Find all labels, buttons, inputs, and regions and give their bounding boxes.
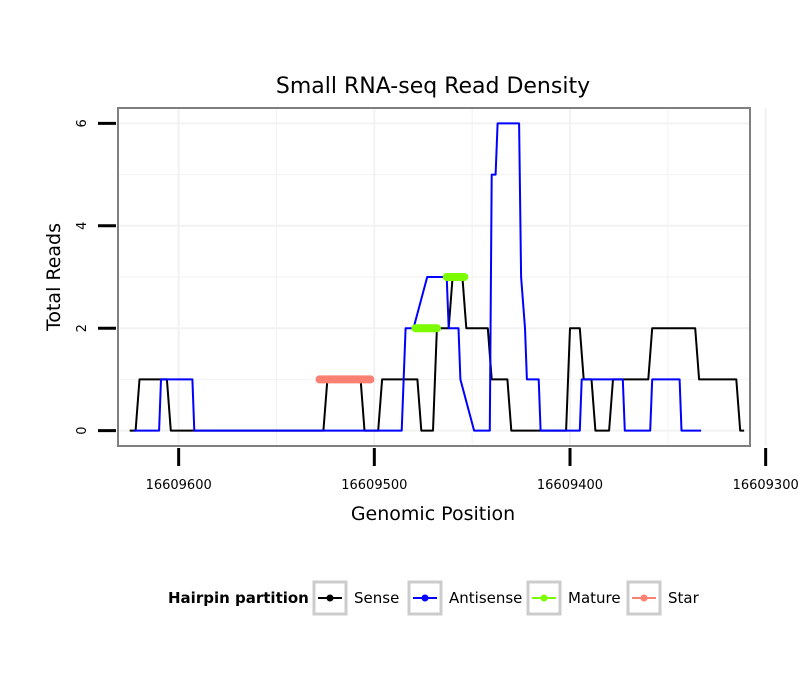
y-tick-label: 0 <box>75 426 90 434</box>
plot-panel-border <box>117 107 751 447</box>
legend-label-sense: Sense <box>354 589 399 607</box>
x-tick-label: 16609600 <box>146 478 212 493</box>
grid-layer <box>118 108 767 446</box>
series-line-antisense <box>133 122 702 432</box>
legend-key-point-mature <box>540 594 548 602</box>
y-tick-label: 6 <box>75 119 90 127</box>
y-axis-label: Total Reads <box>43 223 65 332</box>
x-axis-label: Genomic Position <box>351 503 515 525</box>
legend-label-star: Star <box>668 589 700 607</box>
y-tick-label: 2 <box>75 324 90 332</box>
legend-key-point-star <box>640 594 648 602</box>
y-tick-label: 4 <box>75 222 90 230</box>
legend-key-point-antisense <box>421 594 429 602</box>
segment-layer <box>315 273 469 384</box>
legend-label-mature: Mature <box>568 589 621 607</box>
legend-key-point-sense <box>326 594 334 602</box>
chart-title: Small RNA-seq Read Density <box>276 74 590 99</box>
x-tick-label: 16609400 <box>537 478 603 493</box>
y-axis: 0 2 4 6 <box>75 119 116 435</box>
legend-label-antisense: Antisense <box>449 589 522 607</box>
x-tick-label: 16609300 <box>733 478 799 493</box>
x-axis: 16609600 16609500 16609400 16609300 <box>146 448 799 493</box>
legend-title: Hairpin partition <box>168 589 309 607</box>
x-tick-label: 16609500 <box>341 478 407 493</box>
legend: Hairpin partition Sense Antisense Mature St… <box>168 580 700 616</box>
